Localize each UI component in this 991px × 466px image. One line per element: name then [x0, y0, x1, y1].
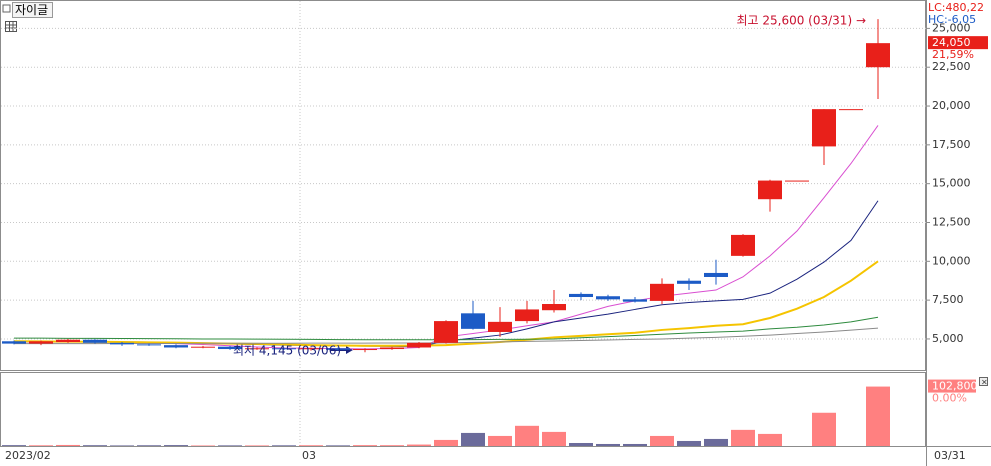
candle-body [380, 347, 404, 350]
x-tick-label: 03 [302, 449, 316, 462]
price-panel [0, 0, 926, 371]
x-tick-label: 2023/02 [5, 449, 51, 462]
volume-tag [928, 379, 976, 393]
candle-body [488, 321, 512, 332]
menu-icon[interactable] [2, 4, 11, 13]
candle-body [245, 348, 269, 350]
x-tick-label: 03/31 [934, 449, 966, 462]
volume-bar [326, 445, 350, 446]
volume-bar [110, 445, 134, 446]
volume-bar [677, 440, 701, 446]
volume-bar [353, 445, 377, 446]
y-tick-label: 22,500 [932, 60, 971, 73]
candle-body [110, 342, 134, 345]
candle-body [515, 309, 539, 322]
candle-body [596, 296, 620, 300]
y-tick-label: 15,000 [932, 177, 971, 190]
volume-bar [299, 445, 323, 446]
volume-bar [272, 445, 296, 446]
volume-change-label: 0.00% [932, 392, 967, 405]
low-arrowhead [346, 346, 353, 354]
grid-icon[interactable] [5, 21, 17, 32]
candle-body [758, 180, 782, 200]
y-tick-label: 25,000 [932, 21, 971, 34]
candle-body [353, 349, 377, 351]
volume-bar [218, 445, 242, 446]
close-icon[interactable]: × [981, 378, 988, 387]
candle-body [326, 348, 350, 350]
candle-body [650, 283, 674, 301]
volume-bar [866, 386, 890, 446]
volume-bar [569, 442, 593, 446]
stock-tab[interactable] [12, 2, 53, 18]
price-tag-label: 24,050 [932, 36, 971, 49]
candle-body [839, 109, 863, 111]
candle-body [29, 341, 53, 344]
low-annotation: 최저 4,145 (03/06) [233, 344, 341, 358]
y-tick-label: 20,000 [932, 99, 971, 112]
candle-body [434, 321, 458, 343]
volume-bar [758, 433, 782, 446]
volume-bar [488, 435, 512, 446]
y-tick-label: 12,500 [932, 215, 971, 228]
high-annotation: 최고 25,600 (03/31) → [736, 14, 866, 28]
volume-bar [434, 439, 458, 446]
volume-bar [650, 435, 674, 446]
candle-body [623, 299, 647, 302]
candle-body [164, 345, 188, 348]
candle-body [677, 280, 701, 284]
volume-bar [191, 445, 215, 446]
candle-body [299, 348, 323, 350]
price-tag [928, 36, 988, 50]
volume-bar [56, 444, 80, 446]
y-tick-label: 7,500 [932, 293, 964, 306]
volume-bar [461, 432, 485, 446]
candle-body [272, 348, 296, 350]
volume-bar [245, 445, 269, 446]
indicator-label: HC:-6,05 [928, 13, 976, 26]
indicator-label: LC:480,22 [928, 1, 984, 14]
candle-body [191, 346, 215, 348]
moving-average-line [13, 260, 879, 347]
volume-bar [29, 445, 53, 446]
volume-bar [164, 445, 188, 446]
close-button[interactable] [979, 377, 988, 386]
volume-bar [731, 429, 755, 446]
y-tick-label: 5,000 [932, 332, 964, 345]
candle-body [218, 346, 242, 350]
candle-body [569, 293, 593, 298]
change-label: 21,59% [932, 48, 974, 61]
candle-body [461, 313, 485, 329]
candle-body [56, 339, 80, 343]
volume-bar [596, 443, 620, 446]
y-tick-label: 10,000 [932, 254, 971, 267]
candle-body [2, 341, 26, 344]
candle-body [137, 344, 161, 346]
candle-body [704, 272, 728, 277]
candle-body [785, 180, 809, 182]
candle-body [407, 342, 431, 348]
y-tick-label: 17,500 [932, 138, 971, 151]
volume-bar [83, 445, 107, 446]
volume-bar [407, 444, 431, 446]
volume-tag-label: 102,800 [932, 380, 978, 393]
volume-bar [704, 438, 728, 446]
volume-bar [380, 445, 404, 446]
candle-body [731, 234, 755, 256]
volume-bar [2, 445, 26, 446]
volume-bar [137, 445, 161, 446]
candle-body [83, 339, 107, 343]
volume-bar [812, 412, 836, 446]
volume-bar [515, 425, 539, 446]
volume-bar [623, 443, 647, 446]
stock-name: 자이글 [15, 3, 48, 17]
volume-bar [542, 431, 566, 446]
candle-body [866, 43, 890, 68]
candle-body [542, 304, 566, 311]
candle-body [812, 109, 836, 147]
